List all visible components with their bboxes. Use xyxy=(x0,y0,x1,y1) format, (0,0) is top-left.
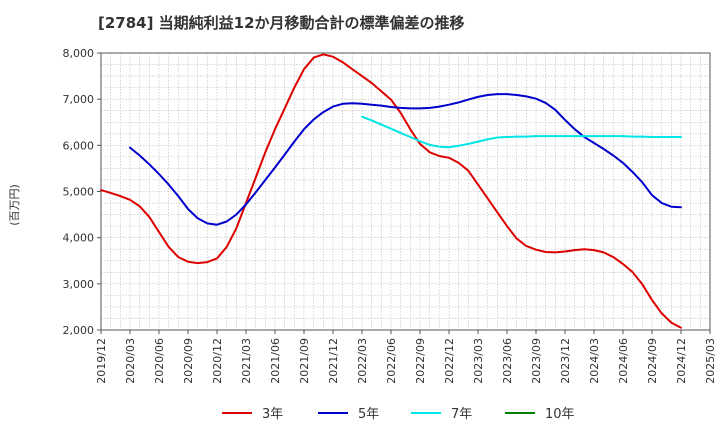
x-tick-label: 2023/03 xyxy=(472,338,485,384)
legend-item: 3年 xyxy=(222,407,283,422)
chart-title: [2784] 当期純利益12か月移動合計の標準偏差の推移 xyxy=(98,14,465,32)
x-tick-label: 2020/06 xyxy=(153,338,166,384)
y-axis: 2,000 3,000 4,000 5,000 6,000 7,000 8,000 xyxy=(63,47,101,337)
y-tick-label: 3,000 xyxy=(63,278,95,291)
legend-item: 7年 xyxy=(411,407,472,422)
x-tick-label: 2023/06 xyxy=(501,338,514,384)
series-line-5年 xyxy=(129,93,682,226)
x-tick-label: 2024/06 xyxy=(617,338,630,384)
y-tick-label: 2,000 xyxy=(63,324,95,337)
x-tick-label: 2020/03 xyxy=(124,338,137,384)
x-tick-label: 2025/03 xyxy=(704,338,717,384)
x-tick-label: 2021/03 xyxy=(240,338,253,384)
legend-item: 5年 xyxy=(318,407,379,422)
y-tick-label: 4,000 xyxy=(63,232,95,245)
grid-lines xyxy=(100,52,711,331)
x-tick-label: 2022/06 xyxy=(385,338,398,384)
series-lines xyxy=(100,53,682,329)
x-tick-label: 2024/03 xyxy=(588,338,601,384)
y-axis-label: (百万円) xyxy=(8,184,21,226)
x-tick-label: 2021/12 xyxy=(327,338,340,384)
x-tick-label: 2023/12 xyxy=(559,338,572,384)
legend-label: 10年 xyxy=(545,407,575,422)
y-tick-label: 6,000 xyxy=(63,139,95,152)
x-tick-label: 2022/12 xyxy=(443,338,456,384)
x-tick-label: 2024/09 xyxy=(646,338,659,384)
x-tick-label: 2020/09 xyxy=(182,338,195,384)
legend-label: 3年 xyxy=(262,407,283,422)
x-tick-label: 2021/09 xyxy=(298,338,311,384)
x-tick-label: 2019/12 xyxy=(95,338,108,384)
x-tick-label: 2023/09 xyxy=(530,338,543,384)
x-tick-label: 2022/09 xyxy=(414,338,427,384)
x-tick-label: 2021/06 xyxy=(269,338,282,384)
x-tick-label: 2022/03 xyxy=(356,338,369,384)
y-tick-label: 7,000 xyxy=(63,93,95,106)
x-tick-label: 2024/12 xyxy=(675,338,688,384)
y-tick-label: 5,000 xyxy=(63,186,95,199)
series-line-3年 xyxy=(100,53,682,329)
legend-label: 5年 xyxy=(358,407,379,422)
x-tick-label: 2020/12 xyxy=(211,338,224,384)
series-line-7年 xyxy=(361,115,682,149)
y-tick-label: 8,000 xyxy=(63,47,95,60)
legend: 3年 5年 7年 10年 xyxy=(222,407,575,422)
x-axis: 2019/12 2020/03 2020/06 2020/09 2020/12 2021/… xyxy=(95,330,717,384)
legend-item: 10年 xyxy=(505,407,575,422)
legend-label: 7年 xyxy=(451,407,472,422)
